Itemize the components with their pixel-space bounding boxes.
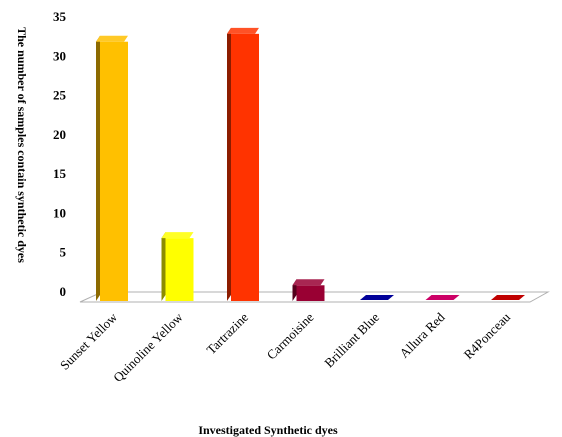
bar-sunset-yellow [96, 35, 128, 301]
x-tick-label: Tartrazine [203, 309, 251, 357]
y-tick-label: 35 [53, 9, 67, 24]
y-tick-label: 10 [53, 205, 66, 220]
bar-quinoline-yellow [161, 232, 194, 301]
bars [96, 27, 525, 301]
bar-side [96, 35, 100, 301]
x-tick-label: Brilliant Blue [321, 309, 382, 370]
bar-front [100, 41, 128, 301]
y-axis-title: The number of samples contain synthetic … [15, 27, 29, 263]
bar-top [161, 232, 194, 239]
x-tick-label: Quinoline Yellow [110, 309, 186, 385]
bar-top [227, 27, 259, 34]
bar-tartrazine [227, 27, 259, 301]
bar-flat [491, 295, 525, 300]
bar-top [292, 279, 325, 286]
bar-front [296, 285, 325, 301]
y-tick-label: 15 [53, 166, 67, 181]
bar-side [161, 232, 166, 301]
y-tick-label: 20 [53, 127, 66, 142]
bar-side [227, 27, 231, 301]
x-tick-label: Allura Red [396, 309, 448, 361]
bar-brilliant-blue [360, 295, 394, 300]
x-tick-label: R4Ponceau [461, 309, 514, 362]
x-tick-label: Carmoisine [264, 309, 317, 362]
bar-front [165, 238, 194, 301]
bar-r4ponceau [491, 295, 525, 300]
bar-flat [425, 295, 460, 300]
bar-top [96, 35, 128, 42]
bar-allura-red [425, 295, 460, 300]
x-tick-label: Sunset Yellow [57, 309, 121, 373]
y-tick-label: 5 [60, 245, 67, 260]
bar-flat [360, 295, 394, 300]
x-axis-title: Investigated Synthetic dyes [198, 423, 338, 437]
bar-front [231, 33, 259, 301]
y-tick-label: 30 [53, 48, 66, 63]
bar-carmoisine [292, 279, 325, 301]
y-tick-label: 25 [53, 88, 67, 103]
y-axis-ticks: 0 5 10 15 20 25 30 35 [53, 9, 67, 299]
y-tick-label: 0 [60, 284, 67, 299]
